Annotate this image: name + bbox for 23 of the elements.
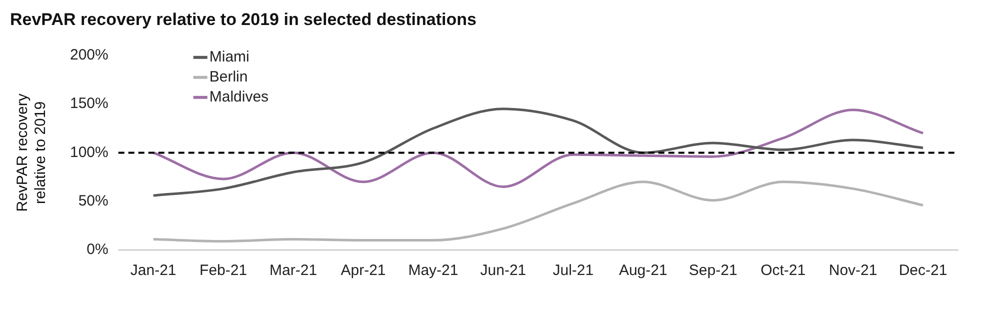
legend-label: Miami xyxy=(209,48,250,66)
x-tick-label: Nov-21 xyxy=(828,262,878,280)
y-tick-label: 200% xyxy=(70,46,108,64)
x-tick-label: Jan-21 xyxy=(130,262,176,280)
y-tick-label: 150% xyxy=(70,95,108,112)
x-tick-label: Feb-21 xyxy=(200,262,248,280)
y-tick-label: 100% xyxy=(70,144,108,161)
x-tick-label: Sep-21 xyxy=(688,262,738,280)
x-tick-label: Oct-21 xyxy=(760,262,806,280)
x-tick-label: Apr-21 xyxy=(340,262,386,280)
x-tick-label: Jul-21 xyxy=(552,262,594,280)
x-tick-label: Mar-21 xyxy=(270,262,318,280)
y-tick-label: 0% xyxy=(86,241,108,258)
y-axis-title: RevPAR recovery relative to 2019 xyxy=(14,93,50,212)
x-tick-label: Dec-21 xyxy=(898,262,948,280)
y-tick-label: 50% xyxy=(78,192,108,210)
legend-label: Berlin xyxy=(209,68,248,86)
line-series xyxy=(152,180,924,242)
legend-label: Maldives xyxy=(209,88,269,106)
x-tick-label: May-21 xyxy=(408,262,458,280)
x-tick-label: Jun-21 xyxy=(480,262,526,280)
x-tick-label: Aug-21 xyxy=(618,262,668,280)
chart-title: RevPAR recovery relative to 2019 in selected destinations xyxy=(10,10,476,29)
